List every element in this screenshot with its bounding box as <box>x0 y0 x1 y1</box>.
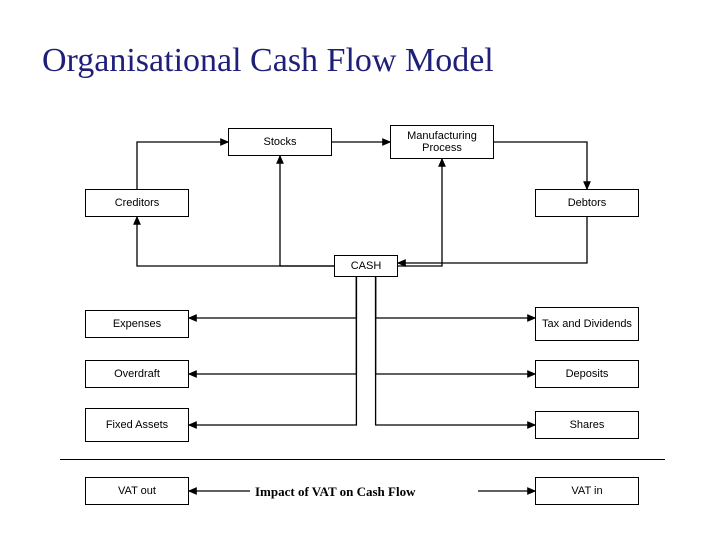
node-vat-out: VAT out <box>85 477 189 505</box>
node-label: VAT in <box>571 485 602 497</box>
node-label: Creditors <box>115 197 160 209</box>
node-label: Stocks <box>263 136 296 148</box>
node-label: Deposits <box>566 368 609 380</box>
node-label: Manufacturing Process <box>393 130 491 154</box>
page-title: Organisational Cash Flow Model <box>42 42 494 80</box>
node-label: VAT out <box>118 485 156 497</box>
node-label: Shares <box>570 419 605 431</box>
node-label: CASH <box>351 260 382 272</box>
node-label: Expenses <box>113 318 161 330</box>
node-label: Overdraft <box>114 368 160 380</box>
node-fixed-assets: Fixed Assets <box>85 408 189 442</box>
node-deposits: Deposits <box>535 360 639 388</box>
node-creditors: Creditors <box>85 189 189 217</box>
node-label: Debtors <box>568 197 607 209</box>
node-vat-in: VAT in <box>535 477 639 505</box>
section-divider <box>60 459 665 460</box>
node-tax: Tax and Dividends <box>535 307 639 341</box>
node-debtors: Debtors <box>535 189 639 217</box>
node-label: Fixed Assets <box>106 419 168 431</box>
node-overdraft: Overdraft <box>85 360 189 388</box>
footer-label: Impact of VAT on Cash Flow <box>255 484 415 500</box>
node-stocks: Stocks <box>228 128 332 156</box>
node-manufacturing: Manufacturing Process <box>390 125 494 159</box>
node-cash: CASH <box>334 255 398 277</box>
node-expenses: Expenses <box>85 310 189 338</box>
node-label: Tax and Dividends <box>542 318 632 330</box>
node-shares: Shares <box>535 411 639 439</box>
